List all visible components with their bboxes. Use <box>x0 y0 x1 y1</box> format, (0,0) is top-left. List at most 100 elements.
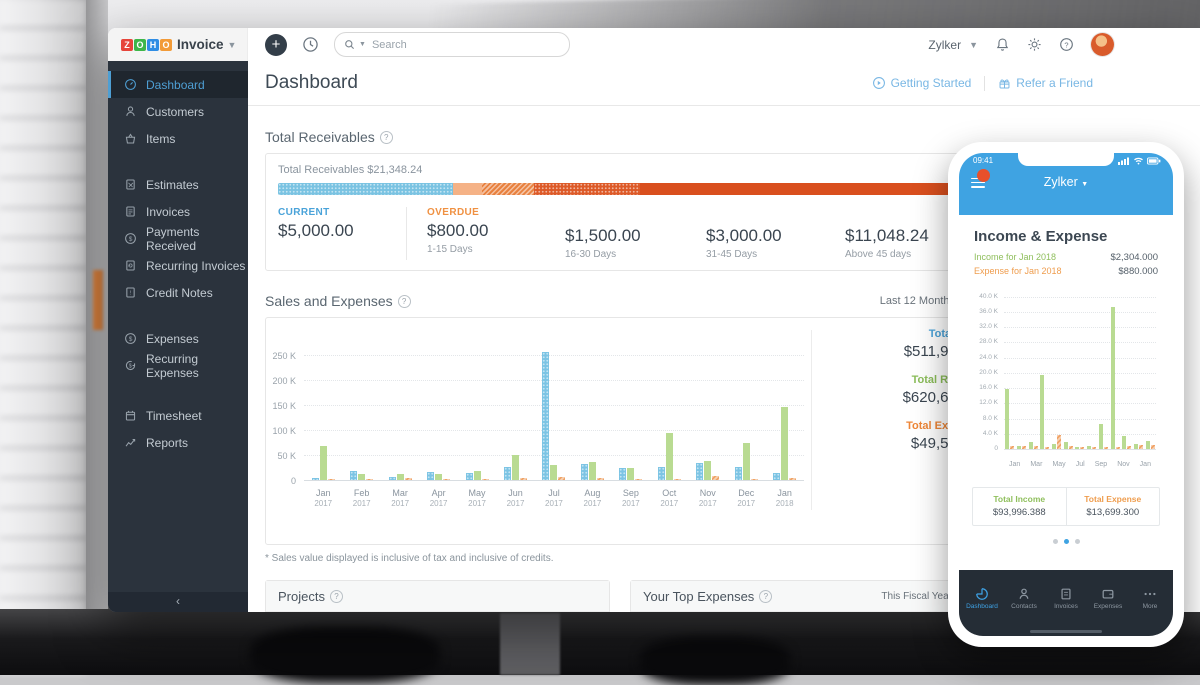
bar-group-jun-2017 <box>503 350 527 480</box>
sidebar-item-payments-received[interactable]: $ Payments Received <box>108 225 248 253</box>
sidebar-item-timesheet[interactable]: Timesheet <box>108 402 248 429</box>
overdue-period: 31-45 Days <box>706 249 758 260</box>
info-icon[interactable]: ? <box>397 294 411 308</box>
credit-note-icon: ! <box>124 286 137 299</box>
sidebar-item-estimates[interactable]: Estimates <box>108 171 248 198</box>
total-receivables-card: Total Receivables $21,348.24 CURRENT $5,… <box>265 153 1040 271</box>
expenses-bar <box>481 478 489 480</box>
page-dot[interactable] <box>1052 539 1058 544</box>
receipts-bar <box>319 446 327 480</box>
bar-group-oct <box>1110 289 1120 449</box>
expenses-bar <box>635 478 643 480</box>
info-icon[interactable]: ? <box>379 130 393 144</box>
section-title-text: Total Receivables <box>265 129 375 145</box>
fiscal-year-range-label[interactable]: This Fiscal Year <box>881 590 952 602</box>
phone-nav-contacts[interactable]: Contacts <box>1005 587 1043 610</box>
sidebar-item-dashboard[interactable]: Dashboard <box>108 71 248 98</box>
phone-nav-invoices[interactable]: Invoices <box>1047 587 1085 610</box>
getting-started-label: Getting Started <box>890 76 972 90</box>
sidebar-item-expenses[interactable]: $ Expenses <box>108 325 248 352</box>
sales-bar <box>734 466 742 480</box>
receipts-bar <box>781 407 789 480</box>
bar-group-jan <box>1005 289 1015 449</box>
sales-bar <box>773 472 781 480</box>
sales-bar <box>696 463 704 480</box>
phone-nav-expenses[interactable]: Expenses <box>1089 587 1127 610</box>
phone-nav-more[interactable]: More <box>1131 587 1169 610</box>
contacts-person-icon <box>1019 588 1029 599</box>
sidebar-item-reports[interactable]: Reports <box>108 429 248 456</box>
phone-bottom-nav: Dashboard Contacts Invoices Expenses Mor… <box>959 570 1173 636</box>
sidebar-item-label: Customers <box>146 104 205 119</box>
sidebar-item-recurring-expenses[interactable]: $ Recurring Expenses <box>108 351 248 380</box>
receipts-bar <box>742 443 750 480</box>
svg-text:$: $ <box>129 236 133 243</box>
receivables-segment-overdue-16-30-days <box>481 183 535 195</box>
top-expenses-title: Your Top Expenses <box>643 588 755 604</box>
expenses-bar <box>712 475 720 480</box>
expenses-bar <box>404 478 412 480</box>
settings-gear-icon[interactable] <box>1027 37 1042 52</box>
info-icon[interactable]: ? <box>759 589 773 603</box>
search-scope-chevron-icon[interactable]: ▼ <box>359 41 366 48</box>
sales-bar <box>542 351 550 480</box>
expense-bar <box>1115 446 1120 449</box>
bottom-cards-row: Projects ? ◔ 0:00 $ $150.00 <box>265 580 1200 612</box>
sidebar-item-invoices[interactable]: Invoices <box>108 198 248 225</box>
sidebar-item-customers[interactable]: Customers <box>108 98 248 125</box>
phone-org-name[interactable]: Zylker <box>1043 175 1078 189</box>
quick-create-button[interactable]: + <box>265 33 287 56</box>
bar-group-feb-2017 <box>350 350 374 480</box>
recent-activity-icon[interactable] <box>302 36 319 53</box>
chart-range-label[interactable]: Last 12 Months <box>879 295 955 307</box>
receivables-current: CURRENT $5,000.00 <box>278 207 406 241</box>
chevron-down-icon: ▼ <box>969 39 978 50</box>
getting-started-link[interactable]: Getting Started <box>872 76 972 90</box>
notifications-bell-icon[interactable] <box>995 37 1010 52</box>
expenses-bar <box>789 478 797 480</box>
page-dot[interactable] <box>1074 539 1080 544</box>
sidebar-item-label: Dashboard <box>146 77 205 92</box>
bar-group-nov-2017 <box>696 350 720 480</box>
sidebar-item-credit-notes[interactable]: ! Credit Notes <box>108 279 248 306</box>
home-indicator[interactable] <box>1030 630 1102 633</box>
phone-totals: Total Income $93,996.388 Total Expense $… <box>972 487 1160 526</box>
sidebar-item-recurring-invoices[interactable]: Recurring Invoices <box>108 252 248 279</box>
divider <box>406 207 407 260</box>
income-value: $2,304.000 <box>1110 252 1158 263</box>
total-expense-value: $13,699.300 <box>1086 507 1140 518</box>
projects-card-header: Projects ? <box>266 581 609 612</box>
receivables-segment-overdue-above-45-days <box>639 183 1027 195</box>
info-icon[interactable]: ? <box>329 589 343 603</box>
search-input[interactable] <box>369 37 560 52</box>
sidebar-collapse-button[interactable]: ‹ <box>108 592 248 612</box>
bar-group-sep <box>1098 289 1108 449</box>
help-icon[interactable]: ? <box>1059 37 1074 52</box>
overdue-amount: $800.00 <box>427 221 489 240</box>
signal-icon <box>1118 157 1129 165</box>
search-bar[interactable]: ▼ <box>334 32 570 57</box>
sales-bar <box>388 477 396 480</box>
expense-value: $880.000 <box>1118 266 1158 277</box>
refer-a-friend-link[interactable]: Refer a Friend <box>998 76 1093 90</box>
sidebar-item-items[interactable]: Items <box>108 125 248 152</box>
refer-a-friend-label: Refer a Friend <box>1016 76 1093 90</box>
sidebar-item-label: Estimates <box>146 177 199 192</box>
expenses-bar <box>673 478 681 480</box>
page-dot-active[interactable] <box>1063 539 1069 544</box>
svg-text:$: $ <box>129 363 132 369</box>
sales-bar <box>580 463 588 480</box>
phone-screen-title: Income & Expense <box>974 228 1108 245</box>
receivables-overdue-16-30: $1,500.00 16-30 Days <box>565 207 706 260</box>
user-avatar[interactable] <box>1091 33 1114 56</box>
organization-dropdown[interactable]: Zylker ▼ <box>928 38 978 52</box>
phone-nav-dashboard[interactable]: Dashboard <box>963 587 1001 610</box>
bar-group-jan-2018 <box>773 350 797 480</box>
sidebar-item-label: Recurring Expenses <box>146 351 199 380</box>
expenses-wallet-icon <box>1102 589 1114 599</box>
total-expense-label: Total Expense <box>1084 494 1142 504</box>
divider <box>811 330 812 510</box>
